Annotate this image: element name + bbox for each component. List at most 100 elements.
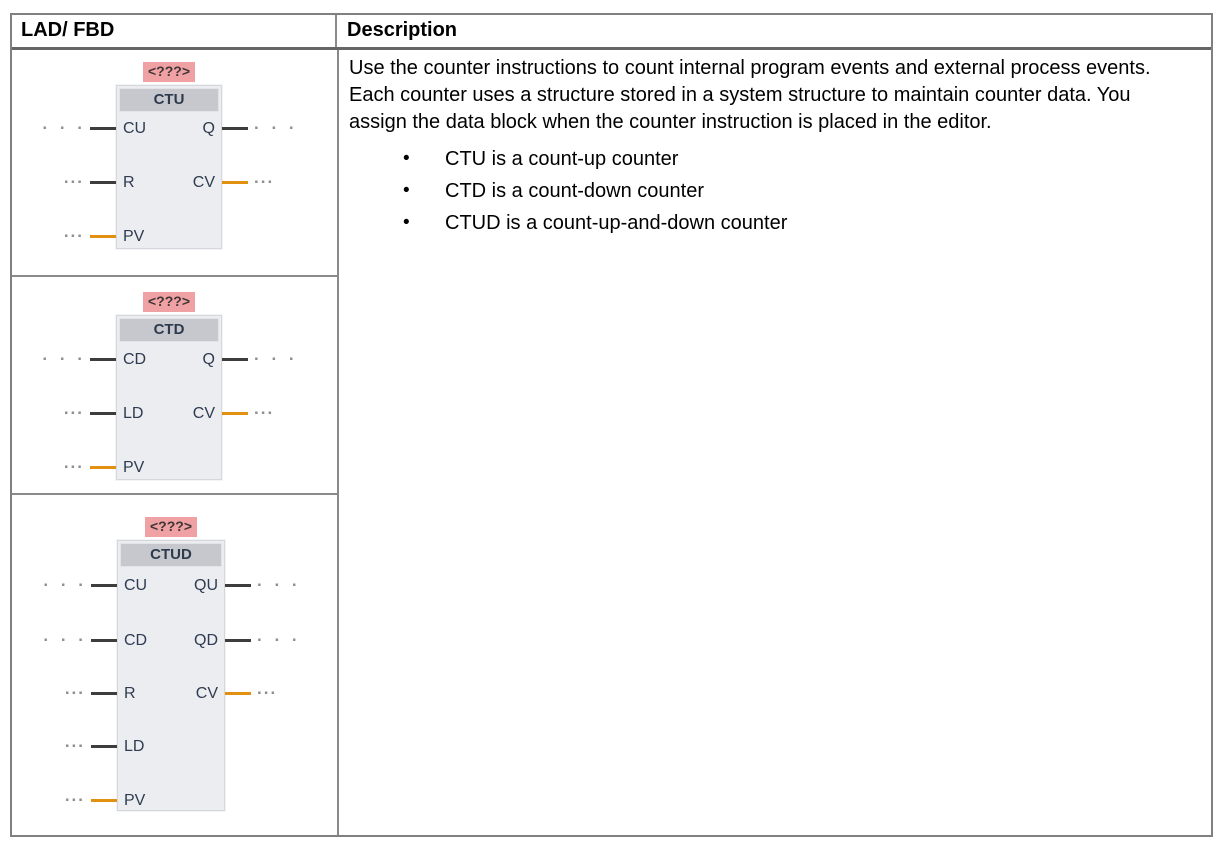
operand-dots: . . .	[254, 114, 296, 133]
list-item-text: CTUD is a count-up-and-down counter	[445, 212, 788, 234]
wire-stub	[225, 692, 251, 695]
table-body: <???> CTU . . . CU ... R	[12, 50, 1211, 835]
pin-r: ... R	[64, 168, 221, 193]
operand-dots: . . .	[257, 626, 299, 645]
instance-name-placeholder: <???>	[144, 517, 197, 537]
bullet-icon: •	[403, 148, 410, 169]
wire-stub	[222, 181, 248, 184]
wire-stub	[225, 639, 251, 642]
pin-label: CU	[123, 120, 147, 137]
operand-dots: . . .	[257, 571, 299, 590]
pin-pv: ... PV	[64, 453, 221, 478]
wire-stub	[91, 639, 117, 642]
pin-pv: ... PV	[64, 222, 221, 247]
block-title: CTUD	[120, 543, 222, 567]
fbd-block-ctu: <???> CTU . . . CU ... R	[42, 62, 294, 249]
pin-cd: . . . CD	[43, 626, 224, 651]
pin-label: PV	[124, 792, 146, 809]
pin-cu: . . . CU	[42, 114, 221, 139]
list-item-text: CTD is a count-down counter	[445, 180, 705, 202]
pin-label: LD	[124, 738, 145, 755]
wire-stub	[225, 584, 251, 587]
operand-dots: . . .	[43, 626, 85, 645]
pin-label: CV	[192, 405, 215, 422]
ctud-box: CTUD . . . CU . . . CD	[43, 540, 297, 811]
cell-ctd: <???> CTD . . . CD ... LD	[12, 275, 337, 493]
wire-stub	[90, 412, 116, 415]
wire-stub	[90, 235, 116, 238]
list-item-text: CTU is a count-up counter	[445, 148, 679, 170]
pin-cv: CV ...	[118, 679, 275, 704]
operand-dots: ...	[63, 453, 84, 472]
description-paragraph: Use the counter instructions to count in…	[349, 57, 1151, 133]
block-title: CTU	[119, 88, 219, 112]
pin-label: CV	[195, 685, 218, 702]
block-title: CTD	[119, 318, 219, 342]
header-lad-fbd: LAD/ FBD	[12, 15, 337, 47]
wire-stub	[91, 692, 117, 695]
header-description: Description	[347, 19, 458, 41]
pin-label: Q	[202, 120, 215, 137]
lad-fbd-column: <???> CTU . . . CU ... R	[12, 50, 339, 835]
pin-label: QD	[194, 632, 218, 649]
pin-label: PV	[123, 459, 145, 476]
wire-stub	[90, 466, 116, 469]
pin-label: CD	[124, 632, 148, 649]
fbd-block-ctud: <???> CTUD . . . CU . . . CD	[43, 517, 297, 811]
wire-stub	[222, 358, 248, 361]
bullet-icon: •	[403, 180, 410, 201]
operand-dots: ...	[63, 222, 84, 241]
operand-dots: ...	[64, 679, 85, 698]
pin-label: CU	[124, 577, 148, 594]
pin-label: R	[124, 685, 136, 702]
operand-dots: ...	[64, 786, 85, 805]
cell-ctud: <???> CTUD . . . CU . . . CD	[12, 493, 337, 835]
wire-stub	[90, 127, 116, 130]
pin-cu: . . . CU	[43, 571, 224, 596]
wire-stub	[91, 584, 117, 587]
pin-cv: CV ...	[117, 399, 272, 424]
pin-cv: CV ...	[117, 168, 272, 193]
ctd-box: CTD . . . CD ... LD	[42, 315, 294, 480]
wire-stub	[222, 127, 248, 130]
fbd-block-ctd: <???> CTD . . . CD ... LD	[42, 292, 294, 480]
wire-stub	[90, 358, 116, 361]
bullet-icon: •	[403, 212, 410, 233]
wire-stub	[90, 181, 116, 184]
pin-label: PV	[123, 228, 145, 245]
pin-q: Q . . .	[117, 114, 294, 139]
instance-name-placeholder: <???>	[142, 292, 195, 312]
pin-label: CD	[123, 351, 147, 368]
operand-dots: . . .	[42, 114, 84, 133]
operand-dots: ...	[257, 679, 278, 698]
pin-label: Q	[202, 351, 215, 368]
pin-label: LD	[123, 405, 144, 422]
pin-r: ... R	[65, 679, 224, 704]
operand-dots: ...	[63, 399, 84, 418]
ctu-box: CTU . . . CU ... R	[42, 85, 294, 249]
operand-dots: ...	[254, 168, 275, 187]
pin-ld: ... LD	[65, 732, 224, 757]
wire-stub	[91, 745, 117, 748]
cell-ctu: <???> CTU . . . CU ... R	[12, 50, 337, 275]
list-item: • CTUD is a count-up-and-down counter	[349, 207, 1197, 239]
operand-dots: ...	[63, 168, 84, 187]
list-item: • CTD is a count-down counter	[349, 175, 1197, 207]
pin-label: R	[123, 174, 135, 191]
table-header-row: LAD/ FBD Description	[12, 15, 1211, 50]
operand-dots: ...	[254, 399, 275, 418]
operand-dots: . . .	[42, 345, 84, 364]
pin-cd: . . . CD	[42, 345, 221, 370]
instance-name-placeholder: <???>	[142, 62, 195, 82]
description-cell: Use the counter instructions to count in…	[339, 50, 1211, 835]
wire-stub	[222, 412, 248, 415]
counter-type-list: • CTU is a count-up counter • CTD is a cou…	[349, 143, 1197, 239]
operand-dots: ...	[64, 732, 85, 751]
pin-q: Q . . .	[117, 345, 294, 370]
pin-pv: ... PV	[65, 786, 224, 811]
pin-ld: ... LD	[64, 399, 221, 424]
operand-dots: . . .	[43, 571, 85, 590]
pin-label: QU	[194, 577, 218, 594]
list-item: • CTU is a count-up counter	[349, 143, 1197, 175]
